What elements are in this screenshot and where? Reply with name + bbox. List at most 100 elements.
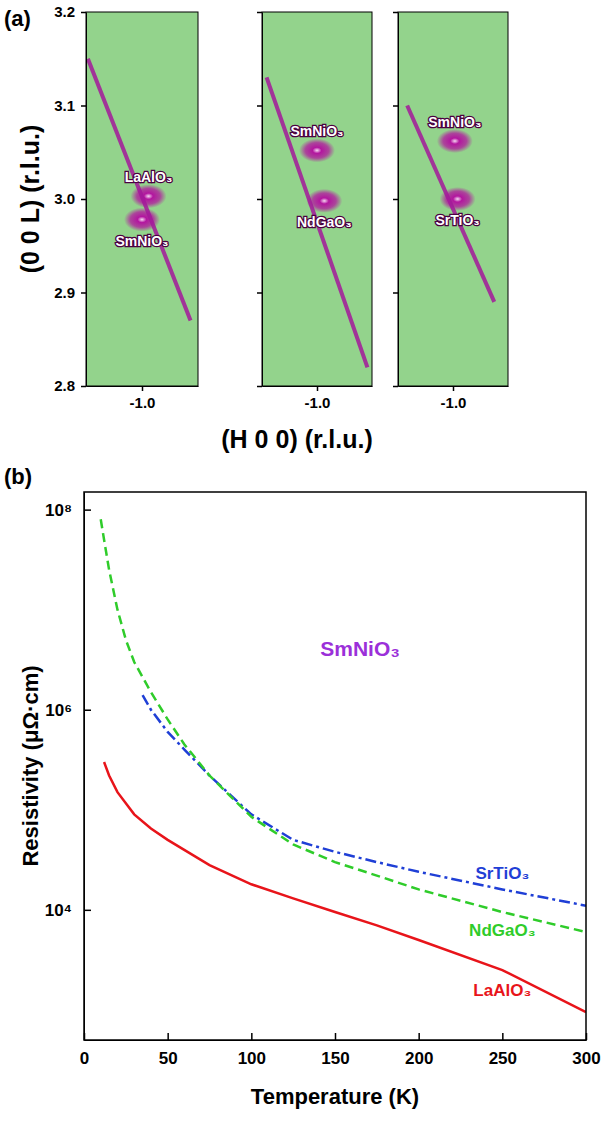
y-tick-mark <box>84 910 91 912</box>
peak <box>131 184 167 208</box>
x-tick-label: 200 <box>405 1049 433 1068</box>
y-tick <box>393 386 398 387</box>
x-tick-label: -1.0 <box>130 394 156 411</box>
y-tick: 2.9 <box>54 284 86 301</box>
y-tick: 10⁴ <box>45 901 91 920</box>
y-axis <box>393 13 399 387</box>
series-label: NdGaO₃ <box>469 921 535 940</box>
plot-area <box>86 12 198 386</box>
x-tick-mark <box>418 1033 420 1040</box>
y-tick-label: 3.0 <box>54 190 75 207</box>
peak-label: SrTiO₃ <box>435 212 479 228</box>
series-line <box>104 762 586 1012</box>
y-tick-mark <box>257 386 262 388</box>
y-axis-line <box>262 13 263 387</box>
y-tick-mark <box>81 292 86 294</box>
y-tick <box>393 199 398 200</box>
y-tick <box>393 12 398 13</box>
panel: 05010015020025030010⁴10⁶10⁸SrTiO₃NdGaO₃L… <box>45 492 601 1068</box>
x-tick-label: -1.0 <box>441 394 467 411</box>
x-tick: 200 <box>405 1033 433 1068</box>
streak <box>267 77 368 367</box>
y-tick <box>393 293 398 294</box>
peak <box>437 129 473 153</box>
plot-area <box>101 519 586 1012</box>
x-axis-line <box>85 1040 587 1041</box>
x-axis: -1.0 <box>263 386 373 411</box>
y-tick-mark <box>84 709 91 711</box>
x-axis-title: Temperature (K) <box>251 1084 419 1109</box>
y-tick-label: 2.8 <box>54 377 75 394</box>
x-tick-mark <box>502 1033 504 1040</box>
y-tick: 3.2 <box>54 3 86 20</box>
y-tick-mark <box>81 105 86 107</box>
x-tick: 300 <box>572 1033 600 1068</box>
x-tick: -1.0 <box>305 386 331 411</box>
y-tick-label: 10⁸ <box>45 501 72 520</box>
plot-frame <box>86 12 198 386</box>
y-tick-label: 10⁶ <box>45 701 72 720</box>
x-tick-label: 250 <box>489 1049 517 1068</box>
map-background <box>86 12 198 386</box>
x-tick: 100 <box>238 1033 266 1068</box>
x-tick-label: 300 <box>572 1049 600 1068</box>
figure: -1.02.82.93.03.13.2LaAlO₃SmNiO₃(0 0 L) (… <box>0 0 610 1129</box>
y-tick-mark <box>81 386 86 388</box>
peak-label: SmNiO₃ <box>428 114 481 130</box>
panel-label: (a) <box>4 6 31 31</box>
y-axis: 2.8 2.9 3.0 3.1 3.2 <box>54 3 86 394</box>
panel: -1.0 SmNiO₃ NdGaO₃ <box>257 12 373 411</box>
y-tick-label: 3.1 <box>54 97 75 114</box>
y-tick <box>257 199 262 200</box>
plot-area <box>262 12 372 386</box>
map-background <box>262 12 372 386</box>
plot-frame <box>84 492 586 1040</box>
y-tick-mark <box>257 12 262 14</box>
x-tick-mark <box>317 386 319 391</box>
series-label: LaAlO₃ <box>473 981 531 1000</box>
plot-frame <box>398 12 508 386</box>
y-axis-line <box>398 13 399 387</box>
x-tick-mark <box>586 1033 588 1040</box>
x-tick: -1.0 <box>130 386 156 411</box>
plot-area <box>398 12 508 386</box>
y-tick <box>257 293 262 294</box>
series-label: SrTiO₃ <box>475 864 529 883</box>
x-tick: 50 <box>159 1033 178 1068</box>
x-tick-mark <box>167 1033 169 1040</box>
y-tick: 2.8 <box>54 377 86 394</box>
plot-frame <box>262 12 372 386</box>
y-tick-mark <box>393 105 398 107</box>
y-axis-title: Resistivity (μΩ·cm) <box>18 665 43 866</box>
peak-label: NdGaO₃ <box>297 214 352 230</box>
y-tick-mark <box>393 292 398 294</box>
x-tick-label: 100 <box>238 1049 266 1068</box>
y-tick-mark <box>257 105 262 107</box>
y-tick-mark <box>393 199 398 201</box>
x-tick-label: 150 <box>321 1049 349 1068</box>
streak <box>407 106 494 302</box>
y-tick <box>257 386 262 387</box>
streak <box>88 59 191 321</box>
y-tick-mark <box>257 199 262 201</box>
series-line <box>101 519 586 932</box>
y-tick-mark <box>84 509 91 511</box>
y-axis-line <box>86 13 87 387</box>
panel: -1.0 SmNiO₃ SrTiO₃ <box>393 12 509 411</box>
y-tick <box>257 12 262 13</box>
x-axis: -1.0 <box>399 386 509 411</box>
x-tick-label: -1.0 <box>305 394 331 411</box>
x-tick: -1.0 <box>441 386 467 411</box>
annotation: SmNiO₃ <box>320 637 400 660</box>
x-tick-mark <box>335 1033 337 1040</box>
x-tick: 250 <box>489 1033 517 1068</box>
x-tick-mark <box>142 386 144 391</box>
y-tick-label: 10⁴ <box>45 901 72 920</box>
x-axis: -1.0 <box>87 386 199 411</box>
y-tick-mark <box>81 12 86 14</box>
y-tick: 3.1 <box>54 97 86 114</box>
x-axis-title: (H 0 0) (r.l.u.) <box>221 425 372 453</box>
y-tick <box>257 106 262 107</box>
peak <box>299 138 335 162</box>
peak-label: SmNiO₃ <box>290 123 343 139</box>
